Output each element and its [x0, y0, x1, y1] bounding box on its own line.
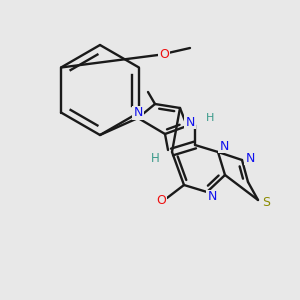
Text: H: H: [206, 113, 214, 123]
Text: H: H: [151, 152, 159, 164]
Text: N: N: [219, 140, 229, 152]
Text: O: O: [159, 49, 169, 62]
Text: N: N: [245, 152, 255, 164]
Text: O: O: [156, 194, 166, 208]
Text: S: S: [262, 196, 270, 209]
Text: N: N: [133, 106, 143, 119]
Text: N: N: [185, 116, 195, 128]
Text: N: N: [207, 190, 217, 203]
